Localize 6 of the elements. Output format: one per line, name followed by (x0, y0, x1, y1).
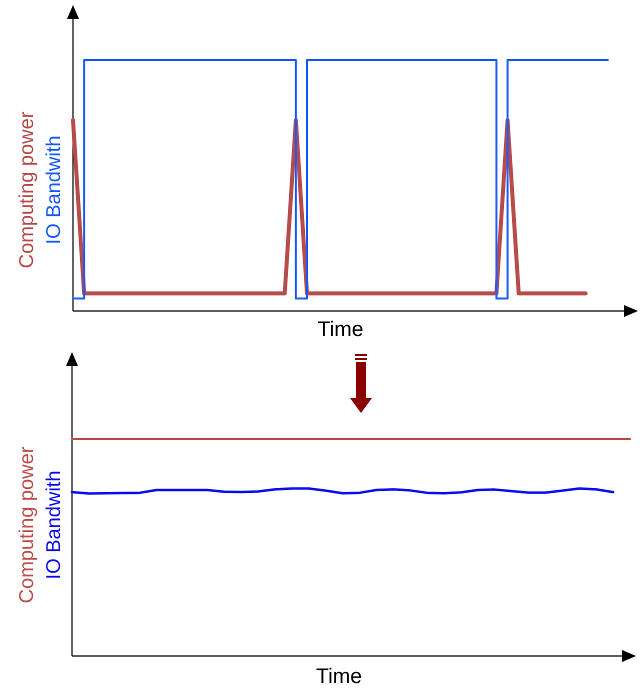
text: IO Bandwith (43, 136, 65, 244)
text: Computing power (16, 111, 38, 268)
x-axis-title: Time (318, 318, 364, 341)
x-axis-title: Time (316, 665, 362, 688)
text: IO Bandwith (43, 470, 65, 580)
text: Computing power (16, 446, 38, 604)
